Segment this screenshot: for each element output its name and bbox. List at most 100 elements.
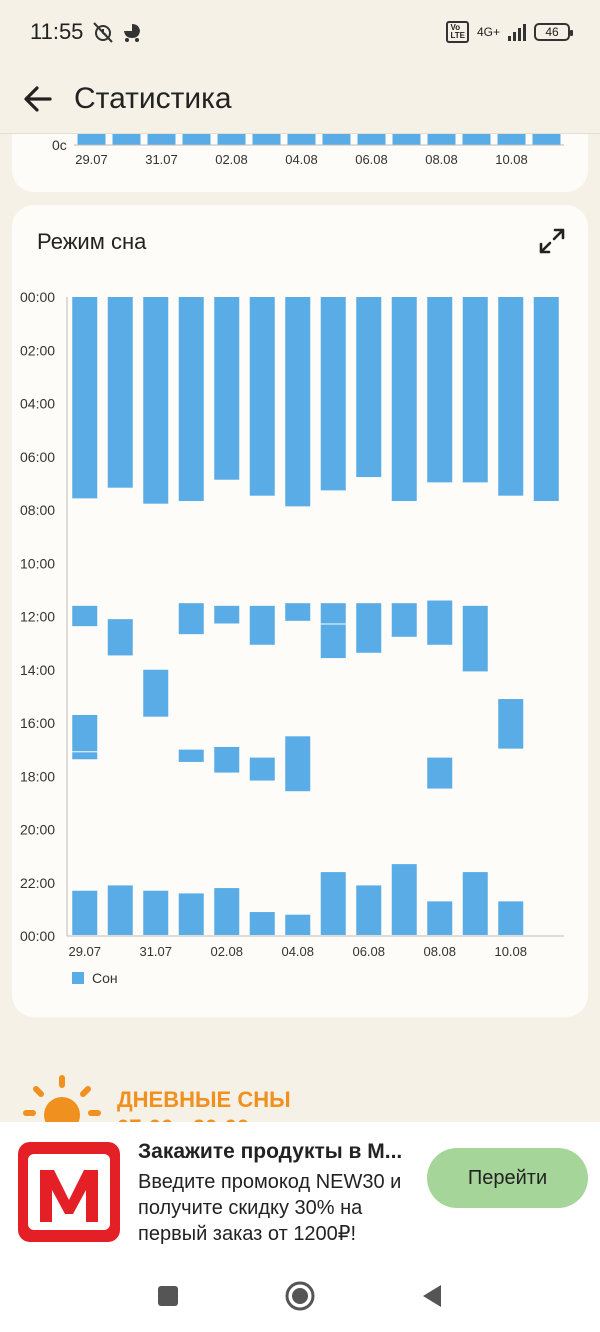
sleep-bar <box>108 885 133 935</box>
home-button[interactable] <box>284 1280 316 1312</box>
y-tick-label: 00:00 <box>20 289 55 305</box>
sleep-bar <box>72 891 97 935</box>
duration-bar <box>463 134 491 145</box>
system-nav-bar <box>0 1260 600 1332</box>
ad-text[interactable]: Введите промокод NEW30 и получите скидку… <box>138 1169 423 1247</box>
sleep-bar <box>285 603 310 621</box>
sleep-bar <box>427 601 452 645</box>
sleep-bar <box>143 891 168 935</box>
sleep-bar <box>72 297 97 498</box>
sleep-bar <box>250 912 275 935</box>
y-tick-label: 20:00 <box>20 822 55 838</box>
alarm-off-icon <box>91 21 115 43</box>
sleep-bar <box>72 606 97 626</box>
network-type: 4G+ <box>477 25 500 39</box>
sleep-bar <box>108 297 133 488</box>
sleep-bar <box>179 750 204 762</box>
volte-icon: Vo LTE <box>446 21 469 43</box>
sleep-bar <box>108 619 133 655</box>
nav-back-button[interactable] <box>416 1280 448 1312</box>
y-tick-label: 10:00 <box>20 555 55 571</box>
battery-level: 46 <box>545 25 558 39</box>
sleep-bar <box>463 606 488 672</box>
top-x-tick-label: 29.07 <box>75 152 108 167</box>
app-bar: Статистика <box>0 64 600 134</box>
recents-icon <box>156 1284 180 1308</box>
ad-banner[interactable]: Закажите продукты в М... Введите промоко… <box>0 1122 600 1260</box>
y-tick-label: 00:00 <box>20 928 55 944</box>
daytime-title: ДНЕВНЫЕ СНЫ <box>117 1087 291 1113</box>
top-x-tick-label: 02.08 <box>215 152 248 167</box>
recents-button[interactable] <box>152 1280 184 1312</box>
back-icon <box>420 1283 444 1309</box>
y-tick-label: 02:00 <box>20 342 55 358</box>
page-title: Статистика <box>74 82 232 116</box>
sleep-bar <box>321 872 346 935</box>
status-time: 11:55 <box>30 19 83 45</box>
back-button[interactable] <box>20 81 56 117</box>
top-y-tick-label: 0с <box>52 137 67 153</box>
top-x-tick-label: 06.08 <box>355 152 388 167</box>
top-x-tick-label: 04.08 <box>285 152 318 167</box>
top-x-tick-label: 31.07 <box>145 152 178 167</box>
x-tick-label: 10.08 <box>494 944 527 959</box>
sleep-bar <box>498 699 523 749</box>
x-tick-label: 29.07 <box>68 944 101 959</box>
sleep-bar <box>498 297 523 496</box>
x-tick-label: 08.08 <box>423 944 456 959</box>
sleep-bar <box>143 670 168 717</box>
duration-bar <box>113 134 141 145</box>
x-tick-label: 04.08 <box>281 944 314 959</box>
sleep-bar <box>214 888 239 935</box>
sleep-bar <box>321 297 346 490</box>
sleep-bar <box>250 606 275 645</box>
sleep-schedule-card: Режим сна 00:00 02:00 04:00 06:00 08:00 10:00… <box>12 205 588 1017</box>
sun-icon <box>22 1075 102 1125</box>
sleep-bar <box>250 297 275 496</box>
y-tick-label: 22:00 <box>20 875 55 891</box>
duration-bar <box>78 134 106 145</box>
y-tick-label: 14:00 <box>20 662 55 678</box>
sleep-bar <box>285 915 310 935</box>
y-tick-label: 12:00 <box>20 609 55 625</box>
battery-icon: 46 <box>534 23 570 41</box>
sleep-bar <box>356 885 381 935</box>
sleep-bar <box>392 297 417 501</box>
status-bar: 11:55 Vo LTE 4G+ 46 <box>0 0 600 64</box>
sleep-bar <box>179 893 204 935</box>
duration-bar <box>393 134 421 145</box>
home-icon <box>284 1280 316 1312</box>
duration-bar <box>218 134 246 145</box>
sleep-chart: 00:00 02:00 04:00 06:00 08:00 10:00 12:00 14:00… <box>12 205 588 965</box>
duration-bar <box>183 134 211 145</box>
ad-title[interactable]: Закажите продукты в М... <box>138 1140 423 1164</box>
y-tick-label: 06:00 <box>20 449 55 465</box>
sleep-bar <box>214 297 239 480</box>
x-tick-label: 31.07 <box>139 944 172 959</box>
top-x-tick-label: 10.08 <box>495 152 528 167</box>
sleep-bar <box>427 297 452 482</box>
sleep-bar <box>534 297 559 501</box>
legend-label: Сон <box>92 970 118 986</box>
sleep-bar <box>214 606 239 624</box>
x-tick-label: 02.08 <box>210 944 243 959</box>
sleep-bar <box>285 736 310 791</box>
signal-icon <box>508 23 526 41</box>
sleep-bar <box>427 758 452 789</box>
ad-go-button[interactable]: Перейти <box>427 1148 588 1208</box>
sleep-bar <box>463 872 488 935</box>
duration-bar <box>498 134 526 145</box>
y-tick-label: 16:00 <box>20 715 55 731</box>
sleep-bar <box>463 297 488 482</box>
sleep-bar <box>356 297 381 477</box>
sleep-bar <box>356 603 381 653</box>
magnit-logo-icon[interactable] <box>18 1142 120 1242</box>
stroller-icon <box>121 21 143 43</box>
sleep-bar <box>179 603 204 634</box>
sleep-bar <box>392 603 417 637</box>
duration-bar <box>288 134 316 145</box>
sleep-bar <box>285 297 310 506</box>
y-tick-label: 08:00 <box>20 502 55 518</box>
duration-bar <box>253 134 281 145</box>
sleep-bar <box>72 715 97 751</box>
